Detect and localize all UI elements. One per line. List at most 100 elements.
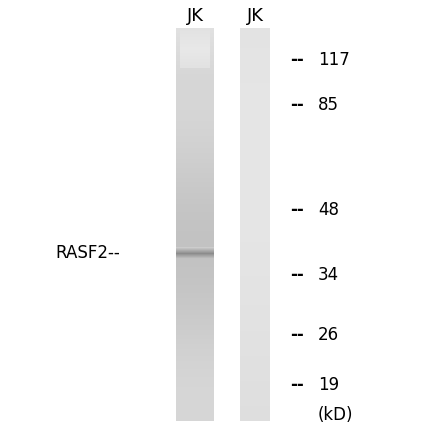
Bar	[240, 333, 270, 334]
Bar	[176, 301, 214, 303]
Bar	[240, 231, 270, 232]
Bar	[176, 340, 214, 342]
Bar	[180, 54, 210, 56]
Bar	[240, 410, 270, 411]
Bar	[240, 88, 270, 90]
Bar	[240, 146, 270, 147]
Bar	[240, 208, 270, 210]
Bar	[240, 161, 270, 163]
Bar	[240, 87, 270, 89]
Bar	[240, 263, 270, 265]
Bar	[240, 304, 270, 306]
Bar	[176, 261, 214, 262]
Bar	[240, 143, 270, 145]
Bar	[240, 149, 270, 151]
Bar	[240, 114, 270, 116]
Bar	[240, 70, 270, 71]
Bar	[176, 48, 214, 49]
Bar	[176, 241, 214, 243]
Bar	[240, 259, 270, 261]
Bar	[176, 198, 214, 200]
Bar	[176, 263, 214, 265]
Bar	[240, 84, 270, 86]
Bar	[176, 351, 214, 352]
Bar	[176, 118, 214, 120]
Bar	[176, 236, 214, 238]
Bar	[240, 360, 270, 362]
Bar	[176, 117, 214, 119]
Bar	[240, 220, 270, 222]
Bar	[176, 374, 214, 376]
Bar	[176, 353, 214, 355]
Bar	[240, 131, 270, 133]
Bar	[176, 181, 214, 183]
Bar	[176, 410, 214, 411]
Bar	[176, 300, 214, 302]
Bar	[240, 152, 270, 154]
Bar	[176, 82, 214, 83]
Bar	[176, 134, 214, 136]
Bar	[240, 368, 270, 370]
Bar	[176, 233, 214, 235]
Bar	[176, 131, 214, 133]
Bar	[176, 223, 214, 224]
Bar	[180, 38, 210, 39]
Bar	[176, 113, 214, 115]
Bar	[176, 400, 214, 402]
Bar	[176, 257, 214, 258]
Bar	[240, 336, 270, 338]
Bar	[176, 168, 214, 170]
Bar	[240, 186, 270, 188]
Bar	[176, 344, 214, 346]
Bar	[176, 136, 214, 138]
Bar	[240, 67, 270, 69]
Bar	[240, 329, 270, 330]
Bar	[176, 257, 214, 258]
Bar	[240, 254, 270, 256]
Bar	[176, 126, 214, 128]
Bar	[240, 157, 270, 159]
Bar	[240, 204, 270, 206]
Bar	[176, 153, 214, 155]
Bar	[240, 372, 270, 374]
Bar	[180, 30, 210, 31]
Bar	[176, 368, 214, 370]
Bar	[240, 242, 270, 244]
Bar	[176, 187, 214, 189]
Bar	[240, 308, 270, 310]
Bar	[240, 52, 270, 53]
Bar	[176, 78, 214, 79]
Bar	[240, 335, 270, 337]
Bar	[240, 261, 270, 262]
Bar	[176, 243, 214, 245]
Bar	[240, 66, 270, 68]
Bar	[240, 365, 270, 367]
Bar	[240, 133, 270, 135]
Bar	[176, 403, 214, 405]
Bar	[240, 48, 270, 49]
Bar	[240, 326, 270, 328]
Bar	[176, 161, 214, 163]
Bar	[240, 407, 270, 409]
Bar	[240, 233, 270, 235]
Bar	[176, 398, 214, 400]
Bar	[240, 283, 270, 284]
Bar	[240, 255, 270, 257]
Bar	[240, 197, 270, 198]
Bar	[176, 408, 214, 410]
Bar	[176, 308, 214, 310]
Bar	[240, 287, 270, 288]
Bar	[176, 75, 214, 77]
Bar	[240, 415, 270, 417]
Bar	[176, 254, 214, 256]
Bar	[180, 40, 210, 41]
Bar	[240, 56, 270, 57]
Bar	[176, 327, 214, 329]
Bar	[176, 333, 214, 334]
Bar	[176, 211, 214, 213]
Bar	[176, 311, 214, 314]
Text: 26: 26	[318, 326, 339, 344]
Bar	[240, 271, 270, 273]
Bar	[176, 49, 214, 51]
Bar	[240, 269, 270, 270]
